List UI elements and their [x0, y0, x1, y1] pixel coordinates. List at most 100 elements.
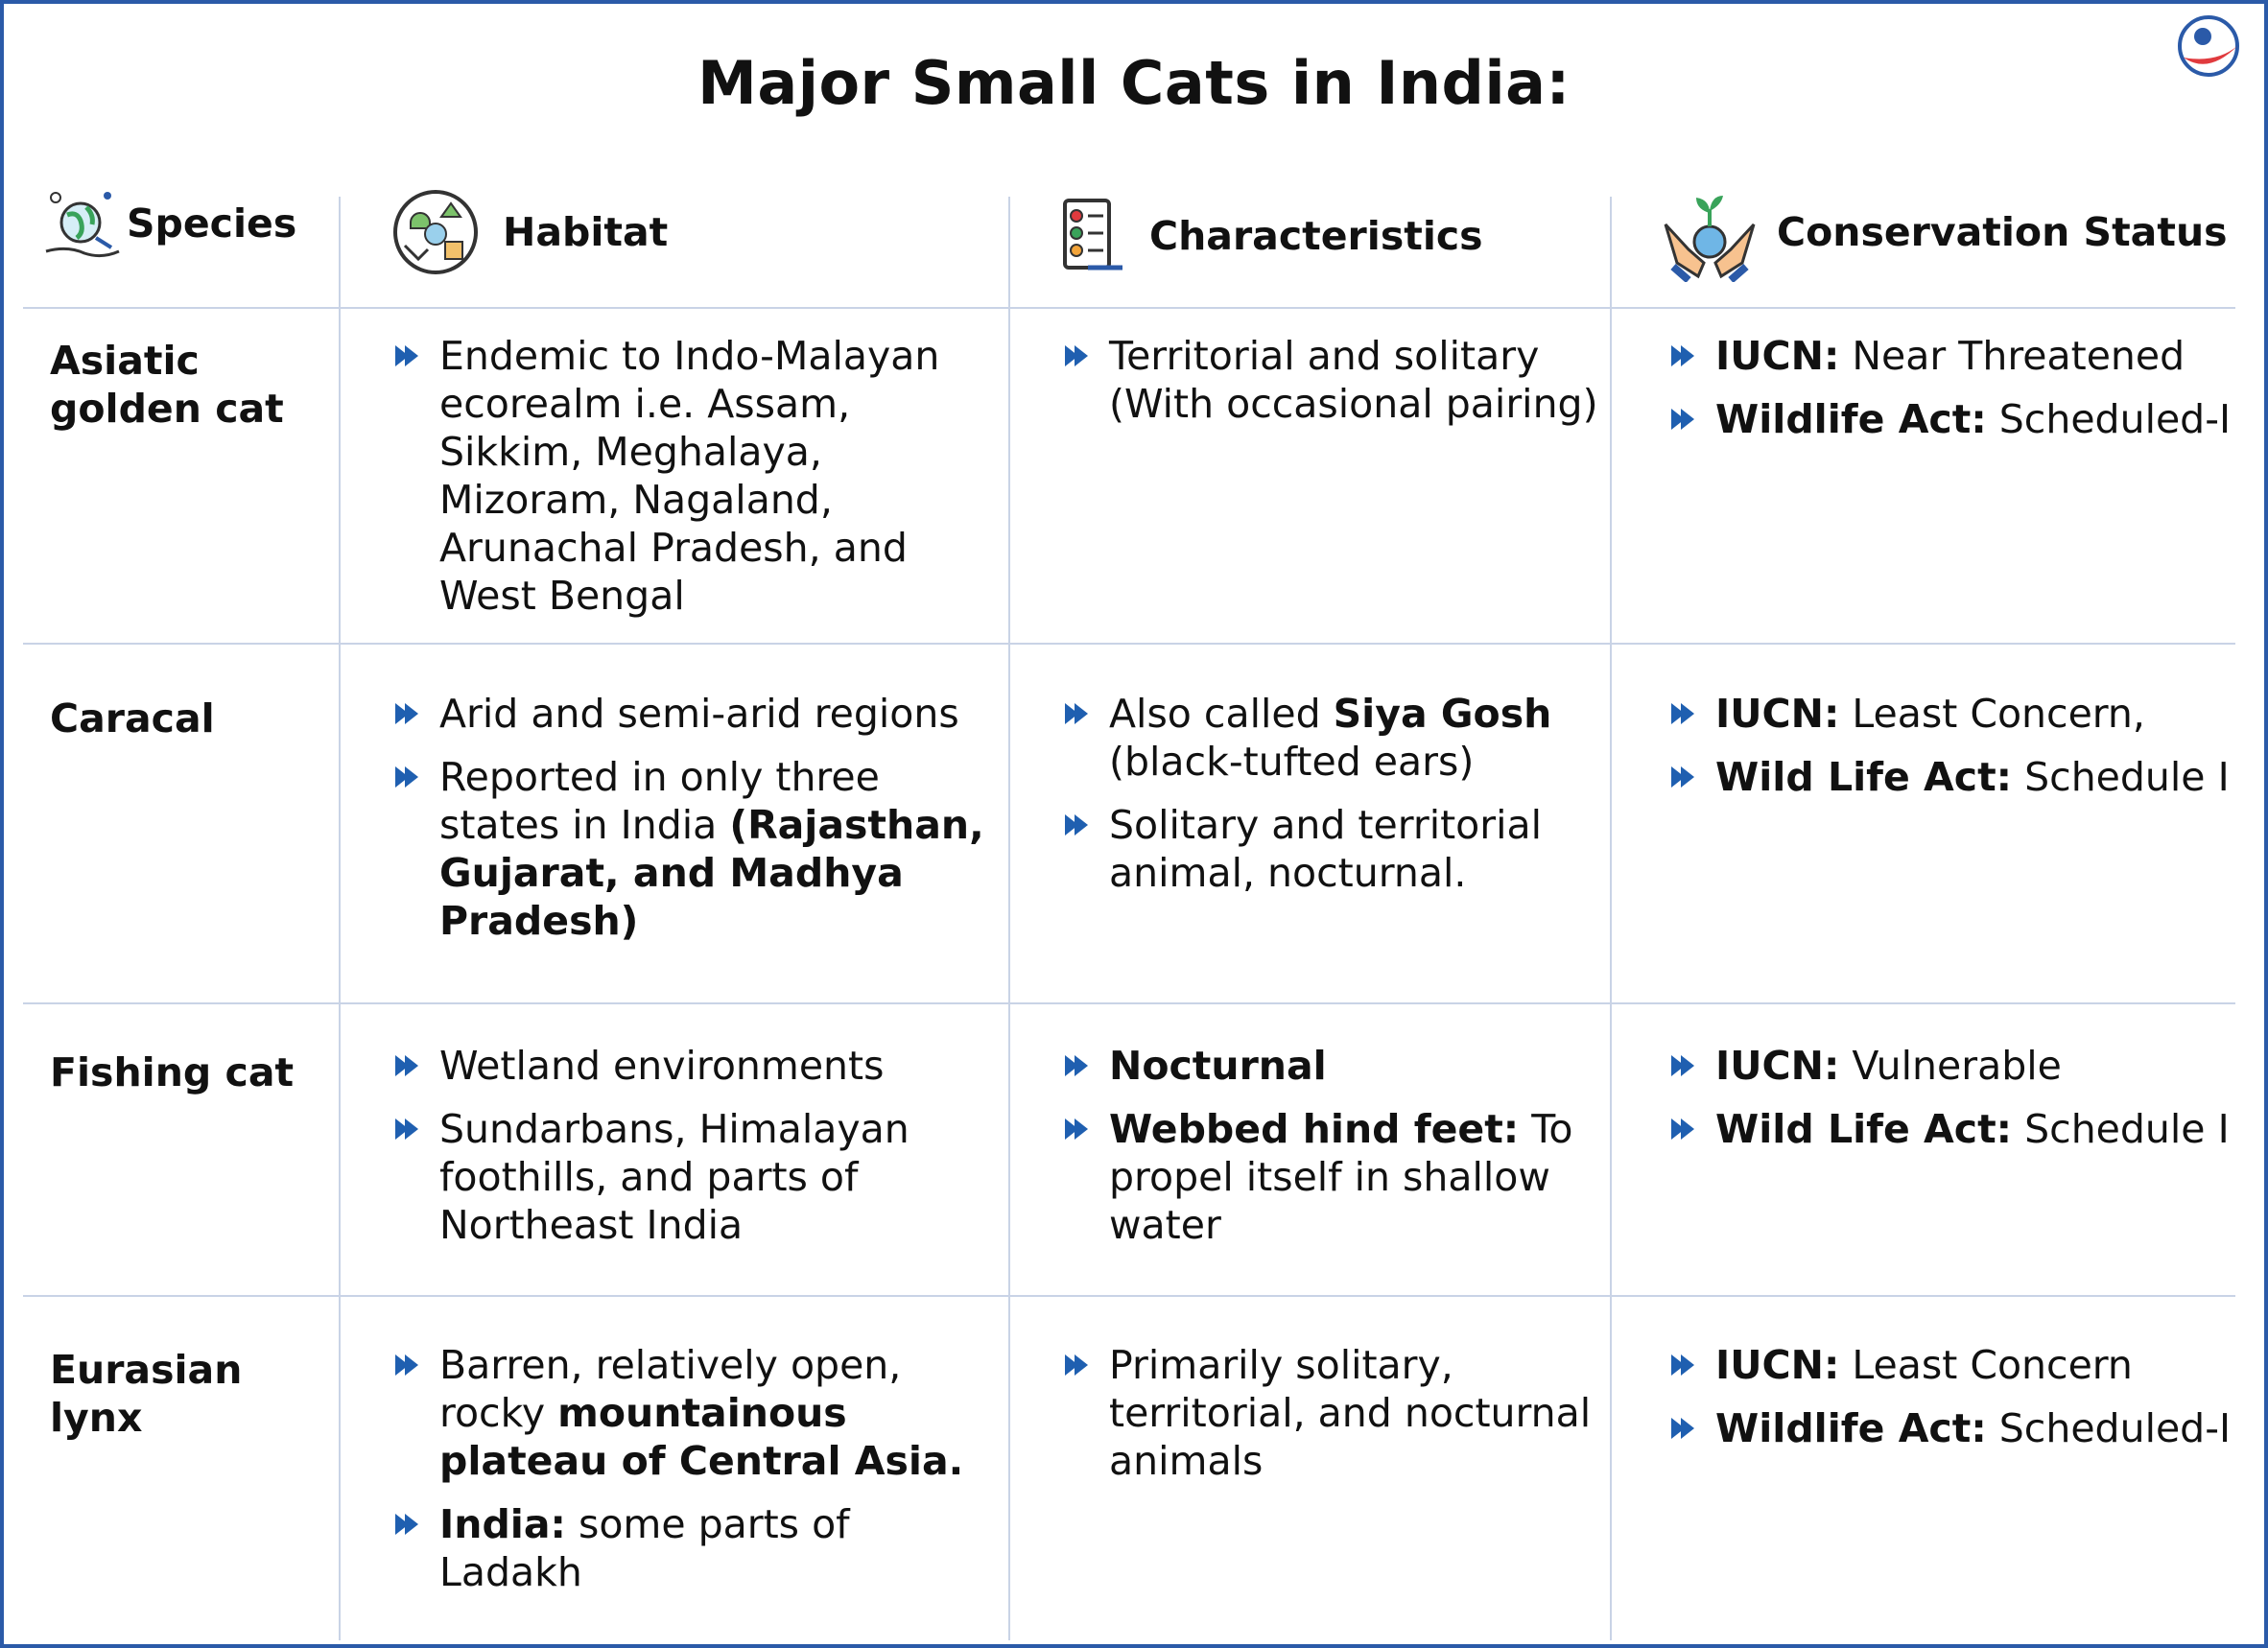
conservation-cell: IUCN: Least Concern, Wild Life Act: Sched…: [1669, 690, 2245, 816]
bold-text: Siya Gosh: [1333, 691, 1552, 737]
bullet-item: Sundarbans, Himalayan foothills, and par…: [393, 1105, 988, 1249]
header-species-label: Species: [127, 200, 297, 247]
text: Schedule I: [2012, 754, 2230, 800]
bold-text: Wild Life Act:: [1715, 1106, 2013, 1152]
bullet-item: Wildlife Act: Scheduled-I: [1669, 395, 2245, 443]
double-arrow-bullet-icon: [395, 766, 418, 788]
characteristics-cell: Primarily solitary, territorial, and noc…: [1063, 1341, 1600, 1500]
header-habitat-label: Habitat: [503, 209, 669, 255]
column-divider: [339, 197, 341, 1640]
row-divider: [23, 1002, 2235, 1004]
conservation-cell: IUCN: Least Concern Wildlife Act: Schedul…: [1669, 1341, 2245, 1468]
brand-logo-icon: [2178, 15, 2239, 77]
header-characteristics-label: Characteristics: [1149, 213, 1483, 259]
globe-icon: [45, 192, 120, 258]
header-conservation-label: Conservation Status: [1777, 209, 2228, 255]
text: Sundarbans, Himalayan foothills, and par…: [439, 1106, 910, 1248]
text: Scheduled-I: [1986, 396, 2232, 442]
species-name: Fishing cat: [50, 1049, 295, 1095]
characteristics-cell: Also called Siya Gosh (black-tufted ears…: [1063, 690, 1600, 912]
bold-text: IUCN:: [1715, 1043, 1840, 1089]
bold-text: Wild Life Act:: [1715, 754, 2013, 800]
text: To propel itself in shallow water: [1109, 1106, 1573, 1248]
bold-text: Webbed hind feet:: [1109, 1106, 1520, 1152]
double-arrow-bullet-icon: [1671, 1118, 1694, 1140]
bullet-item: Wild Life Act: Schedule I: [1669, 753, 2245, 801]
bold-text: mountainous plateau of Central Asia.: [439, 1390, 964, 1484]
header-characteristics: Characteristics: [1059, 197, 1483, 275]
bold-text: Wildlife Act:: [1715, 1405, 1987, 1451]
bullet-item: IUCN: Least Concern: [1669, 1341, 2245, 1389]
double-arrow-bullet-icon: [1065, 1118, 1088, 1140]
text: Least Concern,: [1839, 691, 2145, 737]
bullet-item: Solitary and territorial animal, nocturn…: [1063, 801, 1600, 897]
double-arrow-bullet-icon: [1671, 1354, 1694, 1376]
bullet-item: Endemic to Indo-Malayan ecorealm i.e. As…: [393, 332, 988, 620]
text: Scheduled-I: [1986, 1405, 2232, 1451]
bold-text: (Rajasthan, Gujarat, and Madhya Pradesh): [439, 802, 984, 944]
bullet-item: Nocturnal: [1063, 1042, 1600, 1090]
text: some parts of Ladakh: [439, 1501, 850, 1595]
row-divider: [23, 307, 2235, 309]
bullet-item: Wetland environments: [393, 1042, 988, 1090]
column-divider: [1610, 197, 1612, 1640]
species-name: Caracal: [50, 695, 215, 742]
checklist-icon: [1063, 199, 1122, 271]
hands-holding-earth-icon: [1664, 196, 1756, 282]
text: Primarily solitary, territorial, and noc…: [1109, 1342, 1592, 1484]
bullet-item: Wildlife Act: Scheduled-I: [1669, 1404, 2245, 1452]
ecosystem-globe-icon: [393, 190, 478, 274]
double-arrow-bullet-icon: [395, 1055, 418, 1076]
double-arrow-bullet-icon: [395, 345, 418, 366]
header-species: Species: [38, 182, 296, 265]
double-arrow-bullet-icon: [1065, 703, 1088, 724]
double-arrow-bullet-icon: [1671, 1055, 1694, 1076]
row-divider: [23, 1295, 2235, 1297]
bullet-item: Webbed hind feet: To propel itself in sh…: [1063, 1105, 1600, 1249]
double-arrow-bullet-icon: [1065, 1055, 1088, 1076]
double-arrow-bullet-icon: [395, 703, 418, 724]
habitat-cell: Arid and semi-arid regions Reported in on…: [393, 690, 988, 960]
bold-text: Wildlife Act:: [1715, 396, 1987, 442]
characteristics-cell: Nocturnal Webbed hind feet: To propel its…: [1063, 1042, 1600, 1264]
double-arrow-bullet-icon: [1065, 345, 1088, 366]
text: Schedule I: [2012, 1106, 2230, 1152]
text: Arid and semi-arid regions: [439, 691, 959, 737]
bold-text: India:: [439, 1501, 566, 1547]
text: Territorial and solitary (With occasiona…: [1109, 333, 1598, 427]
text: Reported in only three states in India: [439, 754, 880, 848]
double-arrow-bullet-icon: [1671, 1418, 1694, 1439]
header-conservation: Conservation Status: [1660, 182, 2228, 282]
double-arrow-bullet-icon: [1671, 345, 1694, 366]
header-habitat: Habitat: [391, 188, 668, 276]
bullet-item: India: some parts of Ladakh: [393, 1500, 988, 1596]
double-arrow-bullet-icon: [1671, 409, 1694, 430]
bullet-item: Territorial and solitary (With occasiona…: [1063, 332, 1600, 428]
column-divider: [1008, 197, 1010, 1640]
double-arrow-bullet-icon: [1065, 1354, 1088, 1376]
bullet-item: Arid and semi-arid regions: [393, 690, 988, 738]
habitat-cell: Endemic to Indo-Malayan ecorealm i.e. As…: [393, 332, 988, 635]
text: Least Concern: [1839, 1342, 2133, 1388]
text: Barren, relatively open, rocky: [439, 1342, 902, 1436]
bold-text: IUCN:: [1715, 333, 1840, 379]
bullet-item: Barren, relatively open, rocky mountaino…: [393, 1341, 988, 1485]
text: Vulnerable: [1839, 1043, 2062, 1089]
text: Also called: [1109, 691, 1334, 737]
conservation-cell: IUCN: Near Threatened Wildlife Act: Sched…: [1669, 332, 2245, 459]
text: Near Threatened: [1839, 333, 2185, 379]
text: Endemic to Indo-Malayan ecorealm i.e. As…: [439, 333, 940, 619]
bullet-item: Reported in only three states in India (…: [393, 753, 988, 945]
species-name: Eurasian lynx: [50, 1347, 243, 1441]
bullet-item: Wild Life Act: Schedule I: [1669, 1105, 2245, 1153]
bullet-item: Primarily solitary, territorial, and noc…: [1063, 1341, 1600, 1485]
species-name: Asiatic golden cat: [50, 338, 284, 432]
habitat-cell: Wetland environments Sundarbans, Himalaya…: [393, 1042, 988, 1264]
double-arrow-bullet-icon: [395, 1514, 418, 1535]
double-arrow-bullet-icon: [395, 1354, 418, 1376]
double-arrow-bullet-icon: [395, 1118, 418, 1140]
double-arrow-bullet-icon: [1671, 703, 1694, 724]
page-title: Major Small Cats in India:: [697, 48, 1571, 118]
habitat-cell: Barren, relatively open, rocky mountaino…: [393, 1341, 988, 1612]
